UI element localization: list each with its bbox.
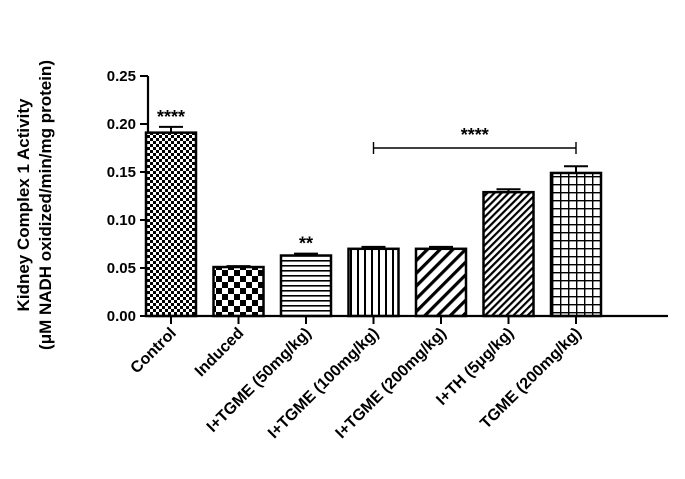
bar [482,190,535,318]
y-tick-label: 0.20 [107,116,136,133]
x-tick-label: Control [128,325,180,377]
x-tick-label: I+TGME (100mg/kg) [265,325,382,442]
x-tick-label: Induced [192,325,247,380]
bar [212,265,265,318]
y-axis: 0.00 0.05 0.10 0.15 0.20 0.25 [107,68,150,325]
y-axis-title: Kidney Complex 1 Activity (μM NADH oxidi… [14,60,55,350]
bar [279,254,333,318]
y-axis-title-line1: Kidney Complex 1 Activity [14,98,33,311]
bar [144,131,198,318]
bars [144,125,603,318]
annotations: ********** [157,107,577,254]
bar [549,171,603,318]
bar [347,247,400,318]
y-tick-label: 0.15 [107,164,136,181]
significance-marker: **** [157,107,185,127]
bar [414,247,468,318]
y-axis-title-line2: (μM NADH oxidized/min/mg protein) [36,60,55,350]
significance-marker: ** [299,234,313,254]
y-tick-label: 0.25 [107,68,136,85]
y-tick-label: 0.10 [107,212,136,229]
y-tick-label: 0.05 [107,260,136,277]
significance-marker: **** [461,125,489,145]
x-tick-label: I+TGME (200mg/kg) [333,325,450,442]
y-tick-label: 0.00 [107,308,136,325]
